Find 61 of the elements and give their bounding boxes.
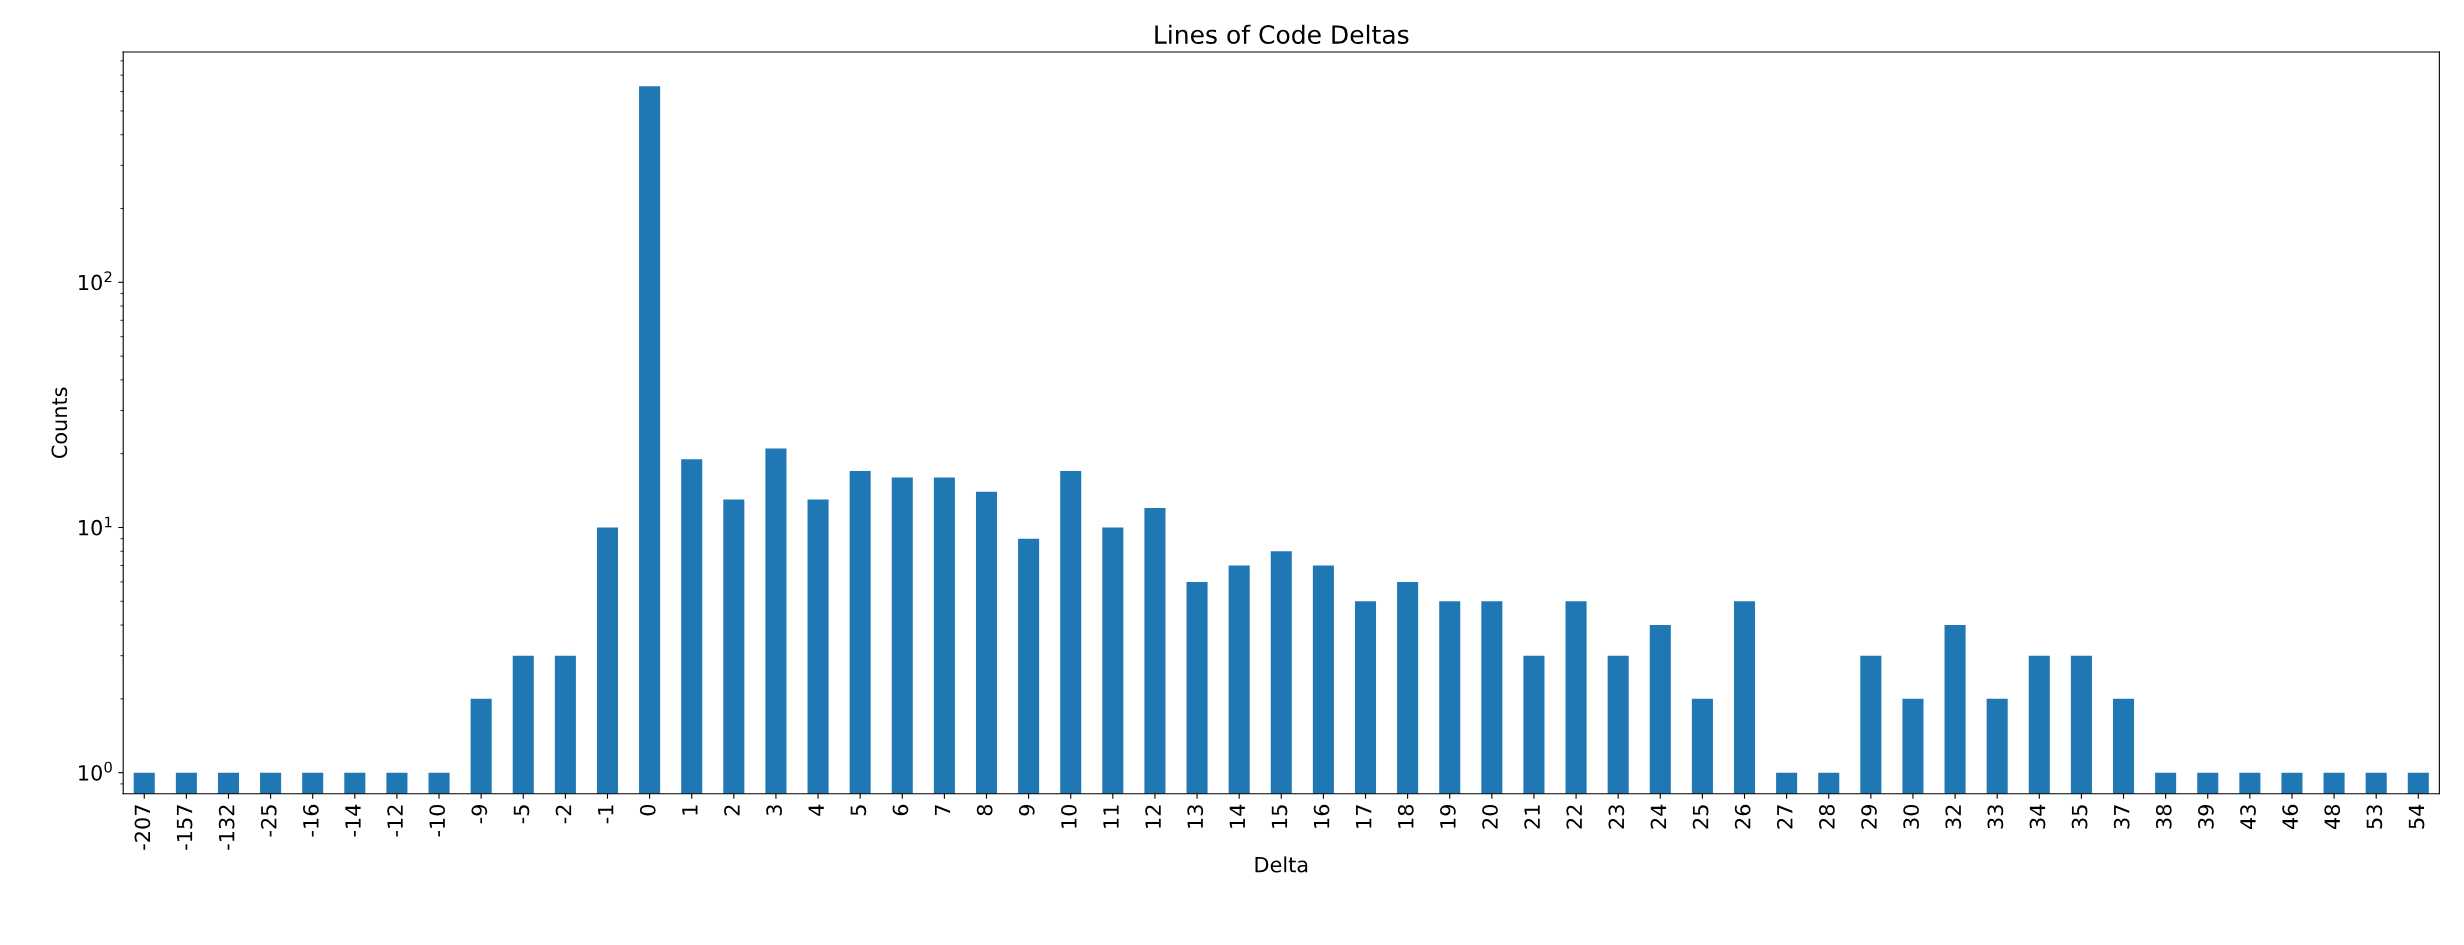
x-tick-label: 15 bbox=[1271, 805, 1288, 828]
x-tick-label: 14 bbox=[1229, 804, 1245, 828]
x-tick-label: 30 bbox=[1903, 804, 1919, 829]
x-tick-label: 9 bbox=[1018, 804, 1035, 816]
x-tick-label: 22 bbox=[1566, 805, 1582, 829]
x-tick-label: -16 bbox=[302, 804, 319, 837]
x-tick-label: 5 bbox=[850, 805, 867, 816]
x-tick-label: -157 bbox=[176, 805, 193, 850]
x-tick-label: 35 bbox=[2071, 805, 2088, 829]
x-tick-label: 27 bbox=[1776, 805, 1793, 829]
x-tick-label: -1 bbox=[598, 805, 614, 824]
x-tick-label: 4 bbox=[808, 804, 824, 816]
x-tick-label: 26 bbox=[1734, 804, 1751, 829]
x-tick-label: -14 bbox=[345, 804, 361, 837]
y-axis-title: Counts bbox=[51, 387, 68, 459]
x-tick-label: 7 bbox=[934, 805, 951, 816]
x-tick-label: 29 bbox=[1861, 804, 1877, 829]
x-tick-label: 10 bbox=[1061, 804, 1077, 828]
x-tick-label: 6 bbox=[892, 804, 909, 816]
x-tick-label: 43 bbox=[2240, 805, 2256, 830]
x-tick-label: 39 bbox=[2198, 804, 2214, 829]
x-tick-label: 38 bbox=[2155, 804, 2172, 829]
x-tick-label: -207 bbox=[134, 805, 151, 850]
x-tick-label: 34 bbox=[2029, 804, 2046, 829]
y-tick-label: 10$^{2}$ bbox=[79, 271, 112, 291]
y-tick-label: 10$^{1}$ bbox=[79, 516, 112, 536]
x-axis-title: Delta bbox=[1255, 856, 1308, 873]
x-tick-label: 25 bbox=[1692, 805, 1709, 829]
x-tick-label: 33 bbox=[1987, 805, 2004, 829]
x-tick-label: 28 bbox=[1819, 804, 1835, 829]
chart-title: Lines of Code Deltas bbox=[1155, 24, 1409, 44]
x-tick-label: 18 bbox=[1397, 804, 1414, 828]
x-tick-label: 21 bbox=[1524, 805, 1540, 829]
x-tick-label: 12 bbox=[1145, 805, 1161, 828]
x-tick-label: 53 bbox=[2366, 805, 2383, 829]
x-tick-label: 0 bbox=[639, 804, 656, 816]
x-tick-label: 1 bbox=[682, 805, 698, 815]
x-tick-label: 16 bbox=[1313, 804, 1330, 828]
x-tick-label: 8 bbox=[976, 804, 993, 816]
x-tick-label: 48 bbox=[2324, 804, 2341, 830]
x-tick-label: -9 bbox=[471, 804, 488, 824]
x-tick-label: -2 bbox=[555, 805, 572, 824]
x-tick-label: -132 bbox=[218, 805, 235, 850]
x-tick-label: 11 bbox=[1103, 805, 1119, 828]
x-tick-label: 32 bbox=[1945, 805, 1962, 829]
x-tick-label: 37 bbox=[2113, 805, 2130, 829]
x-tick-label: 3 bbox=[766, 805, 782, 816]
x-tick-label: 19 bbox=[1440, 804, 1456, 828]
x-tick-label: -12 bbox=[387, 805, 403, 837]
x-tick-label: 46 bbox=[2282, 804, 2299, 830]
x-tick-label: -10 bbox=[429, 804, 446, 837]
x-tick-label: 17 bbox=[1356, 805, 1372, 828]
x-tick-label: 23 bbox=[1608, 805, 1625, 829]
x-tick-label: -5 bbox=[513, 805, 530, 824]
x-tick-label: 54 bbox=[2408, 804, 2425, 829]
x-tick-label: 24 bbox=[1650, 804, 1667, 829]
y-tick-label: 10$^{0}$ bbox=[79, 761, 112, 781]
x-tick-label: 20 bbox=[1482, 804, 1498, 829]
x-tick-label: 2 bbox=[724, 805, 740, 816]
x-tick-label: 13 bbox=[1187, 805, 1204, 828]
x-tick-label: -25 bbox=[260, 805, 277, 837]
